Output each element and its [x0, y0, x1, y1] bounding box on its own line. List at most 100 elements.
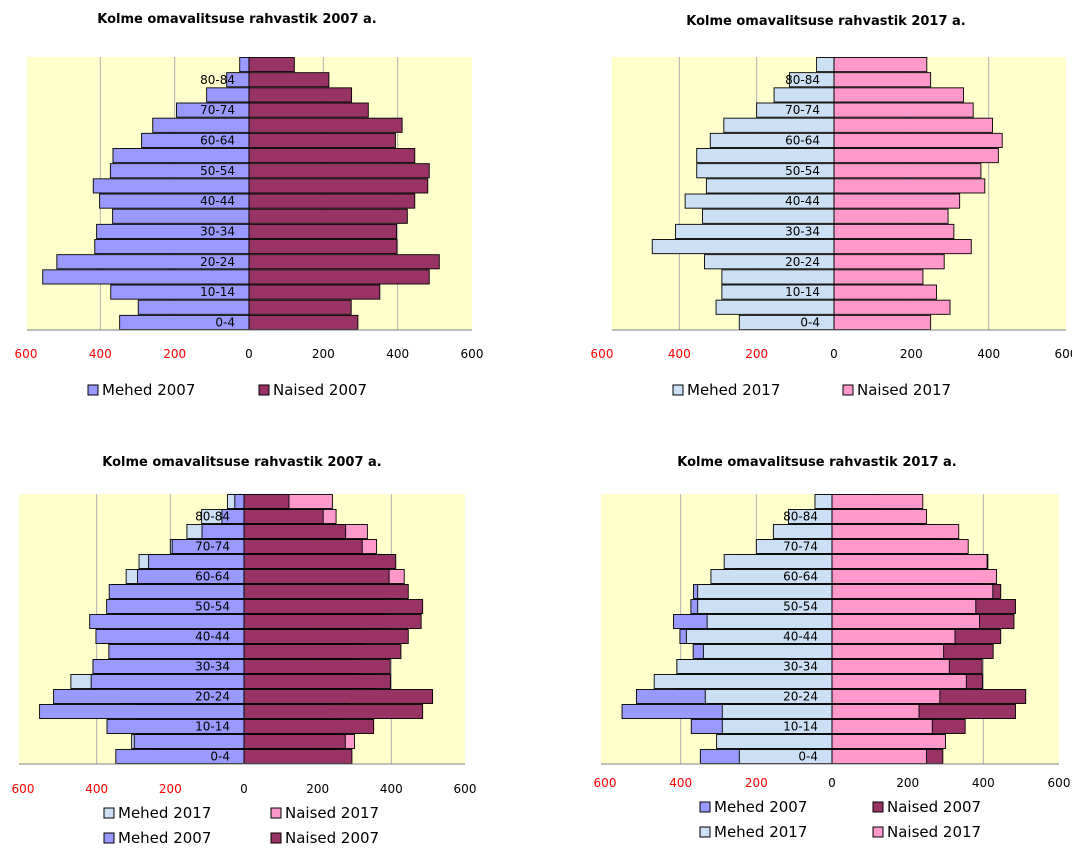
bar-naised-2007	[243, 554, 397, 569]
legend-swatch	[699, 826, 711, 838]
legend-swatch	[103, 832, 115, 844]
bar-naised-2017	[833, 314, 932, 330]
bar-naised-2017	[833, 284, 937, 300]
bar-mehed-2007	[112, 208, 250, 224]
category-label: 70-74	[195, 540, 230, 554]
bar-mehed-2017	[814, 494, 833, 509]
tick-label: 200	[900, 347, 923, 361]
bar-naised-2007	[243, 569, 390, 584]
tick-label: 600	[1048, 776, 1071, 790]
bar-naised-2017	[833, 72, 932, 88]
category-label: 10-14	[783, 720, 818, 734]
bar-naised-2007	[248, 72, 330, 88]
bar-naised-2007	[248, 284, 381, 300]
bar-naised-2017	[831, 569, 998, 584]
bar-mehed-2007	[108, 644, 245, 659]
bar-mehed-2007	[112, 148, 250, 164]
bar-naised-2007	[243, 659, 391, 674]
bar-mehed-2007	[92, 178, 250, 194]
category-label: 60-64	[785, 133, 820, 147]
chart-panel-overlay-2017: Kolme omavalitsuse rahvastik 2017 a. 0-4 1…	[536, 435, 1072, 849]
chart-panel-2017: Kolme omavalitsuse rahvastik 2017 a. 0-4 1…	[536, 0, 1072, 424]
tick-label: 600	[594, 776, 617, 790]
bar-mehed-2017	[816, 57, 835, 73]
tick-label: 400	[85, 782, 108, 796]
bar-naised-2017	[831, 749, 928, 764]
bar-naised-2017	[833, 163, 982, 179]
bar-naised-2007	[248, 269, 430, 285]
tick-label: 200	[745, 776, 768, 790]
tick-label: 0	[245, 347, 253, 361]
bar-naised-2017	[831, 719, 933, 734]
tick-label: 200	[745, 347, 768, 361]
category-label: 20-24	[200, 255, 235, 269]
bar-mehed-2007	[234, 494, 245, 509]
legend-swatch	[270, 832, 282, 844]
bar-naised-2017	[833, 87, 964, 103]
bar-naised-2007	[248, 299, 352, 315]
tick-label: 400	[977, 347, 1000, 361]
bar-naised-2007	[248, 132, 396, 148]
pyramid-chart-overlay-2007: Kolme omavalitsuse rahvastik 2007 a. 0-4 1…	[12, 455, 477, 847]
bar-mehed-2017	[705, 178, 835, 194]
tick-label: 200	[306, 782, 329, 796]
tick-label: 400	[386, 347, 409, 361]
bar-naised-2007	[243, 719, 375, 734]
category-label: 60-64	[200, 133, 235, 147]
tick-label: 200	[163, 347, 186, 361]
pyramid-chart-2017: Kolme omavalitsuse rahvastik 2017 a. 0-4 1…	[591, 14, 1072, 399]
category-label: 60-64	[783, 570, 818, 584]
category-label: 0-4	[800, 315, 820, 329]
bar-mehed-2007	[201, 524, 245, 539]
bar-naised-2007	[243, 584, 409, 599]
bar-naised-2017	[833, 254, 945, 270]
category-label: 0-4	[210, 750, 230, 764]
legend-label: Naised 2017	[887, 823, 981, 841]
bar-mehed-2007	[148, 554, 245, 569]
tick-label: 600	[461, 347, 484, 361]
chart-panel-2007: Kolme omavalitsuse rahvastik 2007 a. 0-4 1…	[0, 0, 536, 424]
category-label: 50-54	[195, 600, 230, 614]
category-label: 40-44	[195, 630, 230, 644]
category-label: 50-54	[783, 600, 818, 614]
category-label: 50-54	[200, 164, 235, 178]
bar-naised-2007	[248, 117, 403, 133]
category-label: 30-34	[785, 224, 820, 238]
tick-label: 600	[12, 782, 35, 796]
category-label: 50-54	[785, 164, 820, 178]
bar-mehed-2007	[89, 614, 245, 629]
category-label: 20-24	[785, 255, 820, 269]
bar-naised-2017	[833, 148, 999, 164]
tick-label: 600	[454, 782, 477, 796]
bar-mehed-2017	[773, 87, 835, 103]
category-label: 80-84	[783, 510, 818, 524]
chart-title: Kolme omavalitsuse rahvastik 2007 a.	[102, 455, 382, 470]
bar-naised-2007	[243, 539, 363, 554]
legend-label: Naised 2017	[857, 381, 951, 399]
legend-label: Mehed 2007	[102, 381, 195, 399]
bar-naised-2017	[831, 554, 988, 569]
bar-mehed-2017	[653, 674, 833, 689]
tick-label: 400	[380, 782, 403, 796]
bar-mehed-2007	[206, 87, 250, 103]
bar-naised-2007	[248, 193, 416, 209]
bar-naised-2017	[833, 132, 1003, 148]
plot-area	[601, 494, 1059, 764]
legend-swatch	[87, 384, 99, 396]
bar-naised-2007	[243, 494, 290, 509]
category-label: 70-74	[783, 540, 818, 554]
category-label: 20-24	[195, 690, 230, 704]
bar-naised-2017	[831, 539, 969, 554]
chart-title: Kolme omavalitsuse rahvastik 2017 a.	[686, 14, 966, 29]
bar-naised-2017	[833, 193, 961, 209]
category-label: 0-4	[798, 750, 818, 764]
legend-label: Naised 2007	[285, 829, 379, 847]
legend-label: Mehed 2007	[714, 798, 807, 816]
bar-naised-2007	[243, 704, 424, 719]
bar-naised-2017	[831, 524, 960, 539]
bar-naised-2007	[248, 314, 359, 330]
bar-naised-2007	[248, 87, 353, 103]
tick-label: 400	[669, 776, 692, 790]
bar-mehed-2007	[133, 734, 245, 749]
bar-naised-2007	[243, 749, 353, 764]
